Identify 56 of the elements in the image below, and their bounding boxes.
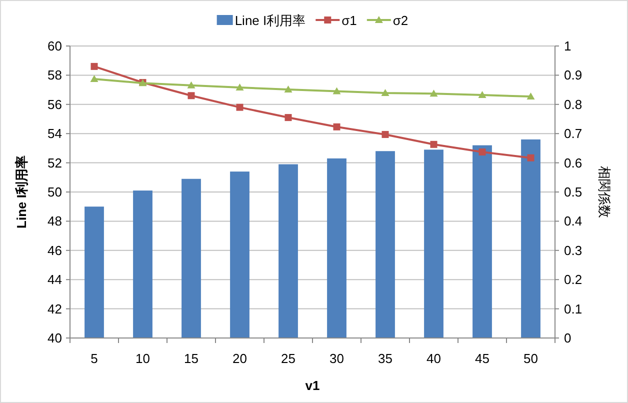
point <box>236 104 244 111</box>
y2-tick-label: 0.3 <box>564 242 582 258</box>
x-tick-label: 5 <box>90 351 98 366</box>
y-tick-label: 56 <box>48 96 62 112</box>
y-tick-label: 58 <box>48 68 62 83</box>
y2-tick-label: 0.5 <box>564 184 582 200</box>
y-tick-label: 48 <box>48 214 62 229</box>
point <box>187 81 196 88</box>
y2-tick-label: 0.1 <box>564 301 582 316</box>
point <box>527 154 534 162</box>
point <box>333 123 340 130</box>
x-axis-title: v1 <box>305 378 320 393</box>
x-tick-label: 20 <box>232 351 247 366</box>
y-tick-label: 40 <box>48 330 62 346</box>
x-tick-label: 25 <box>281 351 296 366</box>
y2-tick-label: 1 <box>564 38 572 54</box>
y-tick-label: 44 <box>48 272 62 288</box>
x-tick-label: 40 <box>426 351 441 366</box>
point <box>478 148 486 156</box>
x-tick-label: 30 <box>330 351 344 366</box>
point <box>478 91 486 98</box>
x-tick-label: 50 <box>524 351 538 366</box>
x-tick-label: 15 <box>184 351 198 366</box>
y-tick-label: 54 <box>48 126 62 142</box>
point <box>236 83 244 90</box>
x-tick-label: 10 <box>136 351 150 366</box>
y-tick-label: 42 <box>48 301 62 316</box>
point <box>382 130 389 138</box>
legend-label: σ2 <box>392 13 408 28</box>
point <box>430 140 438 148</box>
point <box>430 90 438 97</box>
legend-label: Line I利用率 <box>234 13 306 28</box>
point <box>188 92 195 100</box>
y-tick-label: 50 <box>48 184 62 200</box>
point <box>526 92 535 100</box>
y-axis-title: Line I利用率 <box>14 156 29 228</box>
point <box>381 89 390 96</box>
point <box>284 86 292 93</box>
y-tick-label: 46 <box>48 242 62 258</box>
y2-tick-label: 0.8 <box>564 96 582 112</box>
point <box>90 62 98 70</box>
y2-tick-label: 0.2 <box>564 272 582 288</box>
y2-tick-label: 0.9 <box>564 68 582 83</box>
y2-axis-title: 相関係数 <box>597 166 612 218</box>
point <box>90 74 98 82</box>
y2-tick-label: 0.4 <box>564 214 582 229</box>
x-tick-label: 45 <box>475 351 490 366</box>
x-tick-label: 35 <box>378 351 392 366</box>
y-tick-label: 60 <box>48 38 62 54</box>
y-tick-label: 52 <box>48 155 62 170</box>
legend-label: σ1 <box>342 13 357 28</box>
point <box>332 87 341 94</box>
y2-tick-label: 0 <box>564 330 572 346</box>
point <box>284 114 292 122</box>
y2-tick-label: 0.6 <box>564 155 582 170</box>
y2-tick-label: 0.7 <box>564 126 582 142</box>
